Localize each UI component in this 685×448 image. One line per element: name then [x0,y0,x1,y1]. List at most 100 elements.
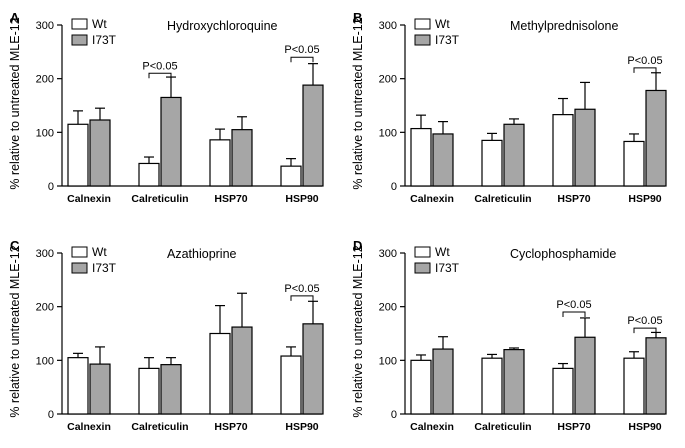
significance-bracket [290,56,314,63]
y-axis-label: % relative to untreated MLE-12 [351,17,365,189]
bar-wt-hsp90 [623,140,645,187]
bar-i73t-calnexin [89,363,111,415]
y-tick-label: 0 [391,181,397,193]
y-tick-label: 300 [379,20,397,32]
legend-label-wt: Wt [435,245,450,259]
bar-i73t-hsp90 [645,337,667,415]
x-category-label: Calnexin [410,193,454,205]
legend-swatch-i73t [71,34,88,46]
chart-panel-c: C% relative to untreated MLE-12 0 100 200 30… [8,238,324,433]
chart-title: Cyclophosphamide [510,247,616,261]
y-tick-label: 0 [48,181,54,193]
x-category-label: Calreticulin [131,193,188,205]
y-tick-label: 200 [379,74,397,86]
bar-i73t-calnexin [432,348,454,415]
bar-i73t-hsp90 [302,323,324,415]
bar-wt-calreticulin [138,162,160,187]
x-category-label: HSP90 [628,421,661,433]
y-tick-label: 100 [36,127,54,139]
legend-swatch-i73t [414,34,431,46]
bar-i73t-calreticulin [503,123,525,187]
x-category-label: HSP90 [285,421,318,433]
significance-label: P<0.05 [627,315,662,327]
y-tick-label: 300 [36,20,54,32]
legend-swatch-wt [71,18,88,30]
bar-i73t-hsp70 [231,129,253,187]
chart-title: Hydroxychloroquine [167,19,278,33]
bar-i73t-calreticulin [503,348,525,415]
x-category-label: HSP70 [214,421,247,433]
bar-wt-calnexin [410,359,432,415]
panel-letter: C [10,238,20,253]
y-axis-label: % relative to untreated MLE-12 [8,17,22,189]
x-category-label: Calnexin [67,421,111,433]
x-category-label: HSP70 [557,421,590,433]
significance-bracket [148,72,172,79]
bar-wt-hsp70 [209,332,231,415]
bar-wt-calnexin [67,123,89,187]
bar-i73t-calreticulin [160,364,182,415]
y-tick-label: 200 [379,302,397,314]
bar-i73t-calnexin [89,119,111,187]
significance-bracket [633,67,657,73]
legend-swatch-wt [414,18,431,30]
bar-i73t-hsp90 [302,84,324,187]
significance-bracket [633,327,657,334]
significance-label: P<0.05 [284,283,319,295]
legend-label-wt: Wt [92,245,107,259]
bar-wt-calnexin [410,127,432,187]
y-tick-label: 100 [36,355,54,367]
x-category-label: Calreticulin [474,421,531,433]
panel-letter: D [353,238,362,253]
legend-swatch-i73t [71,262,88,274]
chart-panel-d: D% relative to untreated MLE-12 0 100 200 30… [351,238,667,433]
significance-label: P<0.05 [284,44,319,56]
bar-i73t-hsp90 [645,89,667,187]
y-axis-label: % relative to untreated MLE-12 [8,245,22,417]
bar-wt-calreticulin [138,367,160,415]
significance-label: P<0.05 [556,299,591,311]
significance-bracket [290,295,314,301]
chart-panel-b: B% relative to untreated MLE-12 0 100 200 30… [351,10,667,205]
y-tick-label: 100 [379,355,397,367]
bar-wt-hsp70 [209,139,231,187]
x-category-label: Calnexin [410,421,454,433]
y-tick-label: 100 [379,127,397,139]
x-category-label: HSP90 [628,193,661,205]
bar-wt-calnexin [67,357,89,415]
y-tick-label: 0 [48,409,54,421]
bar-wt-calreticulin [481,139,503,187]
bar-wt-hsp90 [623,357,645,415]
significance-bracket [562,311,586,318]
bar-i73t-calnexin [432,133,454,187]
legend-swatch-wt [414,246,431,258]
significance-label: P<0.05 [627,55,662,67]
significance-label: P<0.05 [142,60,177,72]
chart-panel-a: A% relative to untreated MLE-12 0 100 200 30… [8,10,324,205]
chart-title: Azathioprine [167,247,237,261]
bar-wt-hsp70 [552,367,574,415]
x-category-label: Calreticulin [131,421,188,433]
bar-wt-hsp90 [280,355,302,415]
y-tick-label: 300 [36,248,54,260]
chart-title: Methylprednisolone [510,19,618,33]
legend-label-wt: Wt [92,17,107,31]
bar-i73t-hsp70 [231,326,253,415]
panel-letter: A [10,10,20,25]
legend-label-i73t: I73T [435,261,460,275]
y-tick-label: 0 [391,409,397,421]
legend-label-i73t: I73T [435,33,460,47]
legend-label-i73t: I73T [92,261,117,275]
y-tick-label: 200 [36,74,54,86]
y-tick-label: 200 [36,302,54,314]
legend-swatch-wt [71,246,88,258]
x-category-label: Calreticulin [474,193,531,205]
x-category-label: Calnexin [67,193,111,205]
y-axis-label: % relative to untreated MLE-12 [351,245,365,417]
bar-i73t-calreticulin [160,96,182,187]
panel-letter: B [353,10,362,25]
legend-swatch-i73t [414,262,431,274]
legend-label-i73t: I73T [92,33,117,47]
bar-wt-hsp70 [552,114,574,187]
